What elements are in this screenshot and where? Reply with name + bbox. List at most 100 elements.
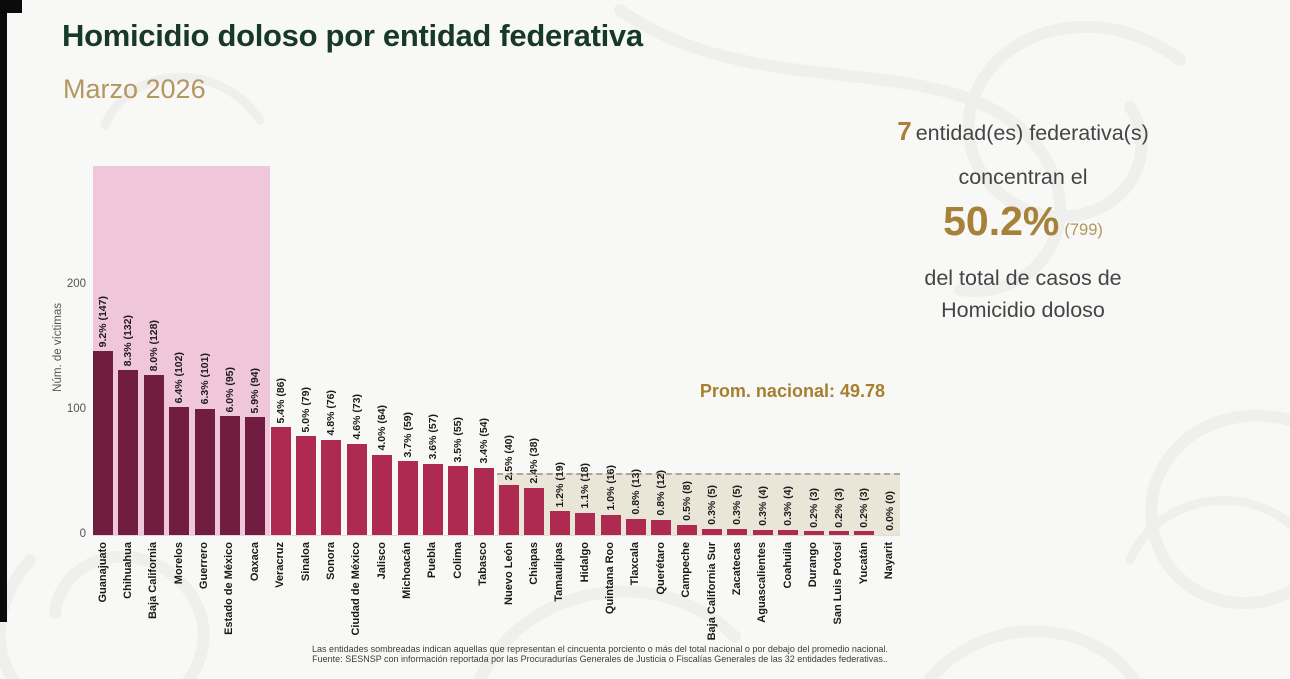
summary-entities-text: entidad(es) federativa(s): [915, 121, 1149, 145]
summary-percent-line: 50.2% (799): [858, 197, 1188, 255]
x-axis-label: Tlaxcala: [629, 542, 642, 586]
bar-value-label: 5.9% (94): [249, 367, 262, 414]
summary-total-text-2: Homicidio doloso: [941, 298, 1105, 322]
x-axis-label: Morelos: [172, 542, 185, 585]
x-axis-label: Sonora: [324, 542, 337, 580]
bar-value-label: 9.2% (147): [97, 295, 109, 348]
bar-column: 0.2% (3): [854, 166, 875, 535]
footnote: Las entidades sombreadas indican aquella…: [100, 644, 1100, 664]
footnote-line-1: Las entidades sombreadas indican aquella…: [312, 644, 888, 654]
page-subtitle: Marzo 2026: [63, 74, 206, 104]
bar-value-label: 6.0% (95): [223, 366, 236, 413]
bar-column: 6.0% (95): [219, 166, 240, 535]
x-axis-label: Oaxaca: [248, 542, 261, 582]
bar-column: 0.3% (5): [702, 166, 722, 535]
bar: [219, 416, 240, 535]
bar: [752, 530, 773, 535]
bar-value-label: 8.3% (132): [122, 314, 135, 366]
x-axis-line: [93, 535, 900, 536]
bar-column: 0.8% (12): [651, 166, 672, 535]
bar-value-label: 2.4% (38): [528, 437, 541, 484]
bar-column: 0.8% (13): [625, 166, 646, 535]
x-axis-label: Nayarit: [883, 542, 896, 580]
letterbox-corner: [0, 0, 22, 13]
bar-value-label: 1.2% (19): [553, 461, 566, 508]
bar: [143, 374, 164, 535]
letterbox-strip-left: [0, 0, 7, 622]
bar-column: 5.9% (94): [245, 166, 266, 535]
x-axis-label: Zacatecas: [730, 542, 743, 596]
bar: [473, 467, 494, 535]
x-axis-label: Veracruz: [274, 542, 287, 588]
bar-column: 1.0% (16): [600, 166, 621, 535]
bar-value-label: 0.3% (4): [756, 486, 769, 526]
summary-concentrate-text: concentran el: [958, 165, 1088, 189]
summary-line-entities: 7 entidad(es) federativa(s): [858, 118, 1188, 147]
x-axis-label: Coahuila: [781, 542, 794, 589]
bar-column: 8.0% (128): [143, 166, 164, 535]
x-axis-label: Campeche: [680, 542, 693, 598]
bar-value-label: 0.2% (3): [807, 487, 820, 528]
x-axis-label: Yucatán: [857, 542, 870, 585]
page-title: Homicidio doloso por entidad federativa: [62, 18, 643, 53]
bar-value-label: 6.3% (101): [198, 353, 211, 405]
bar-value-label: 1.0% (16): [604, 465, 617, 511]
bar-column: 0.2% (3): [828, 166, 849, 535]
x-axis-label: Nuevo León: [502, 542, 515, 605]
y-tick-0: 0: [79, 528, 86, 540]
x-axis-label: Querétaro: [654, 542, 667, 595]
bar-column: 4.0% (64): [372, 166, 393, 535]
y-tick-100: 100: [66, 403, 86, 415]
bar: [549, 511, 570, 535]
bar-column: 3.6% (57): [422, 166, 443, 535]
bar-value-label: 0.0% (0): [883, 491, 896, 531]
bar: [245, 417, 266, 535]
bar: [803, 531, 824, 535]
bar: [372, 454, 393, 535]
summary-panel: 7 entidad(es) federativa(s) concentran el…: [858, 118, 1188, 324]
x-axis-label: Chihuahua: [121, 542, 134, 599]
bar-column: 0.3% (4): [778, 166, 799, 535]
x-axis-label: Puebla: [426, 542, 439, 579]
bar-value-label: 5.4% (86): [274, 377, 287, 424]
bar: [118, 369, 139, 535]
summary-case-count: (799): [1064, 221, 1103, 239]
bar-value-label: 0.5% (8): [680, 481, 693, 521]
bar-value-label: 3.6% (57): [426, 414, 439, 460]
bar-value-label: 0.8% (12): [655, 470, 668, 516]
y-tick-200: 200: [66, 278, 86, 290]
bar: [778, 530, 799, 535]
bar-value-label: 0.3% (5): [731, 485, 744, 525]
bar: [727, 528, 748, 535]
national-average-label: Prom. nacional: 49.78: [699, 381, 885, 401]
bar-value-label: 4.8% (76): [325, 390, 338, 436]
bar-value-label: 0.3% (5): [706, 485, 718, 525]
bar-value-label: 8.0% (128): [147, 319, 160, 371]
summary-total-text-1: del total de casos de: [924, 266, 1122, 290]
bar-value-label: 2.5% (40): [503, 435, 515, 481]
bar: [346, 443, 367, 535]
bar-value-label: 0.2% (3): [832, 487, 845, 528]
national-average-line: [496, 472, 900, 475]
x-axis-label: Estado de México: [223, 542, 236, 635]
bar-column: 6.4% (102): [169, 166, 190, 535]
footnote-line-2: Fuente: SESNSP con información reportada…: [312, 654, 888, 664]
bar-column: 3.4% (54): [473, 166, 494, 535]
bar-value-label: 3.7% (59): [401, 411, 414, 458]
bar-column: 4.8% (76): [321, 166, 342, 535]
bar-column: 4.6% (73): [346, 166, 367, 535]
bar-chart: 9.2% (147) 8.3% (132) 8.0% (128) 6.4% (102)…: [93, 166, 900, 536]
bar: [676, 525, 697, 535]
bar: [422, 463, 443, 535]
bar-column: 0.5% (8): [676, 166, 697, 535]
bar-value-label: 5.0% (79): [300, 386, 312, 433]
x-axis-label: Michoacán: [401, 542, 413, 599]
x-axis-label: Baja California Sur: [705, 542, 718, 641]
bar-value-label: 0.2% (3): [858, 487, 871, 528]
bar: [448, 466, 469, 535]
bar-value-label: 4.0% (64): [376, 405, 389, 451]
y-axis-title: Núm. de víctimas: [52, 303, 64, 392]
x-axis-label: Sinaloa: [299, 542, 312, 582]
bar: [854, 531, 875, 535]
bar: [93, 351, 113, 535]
